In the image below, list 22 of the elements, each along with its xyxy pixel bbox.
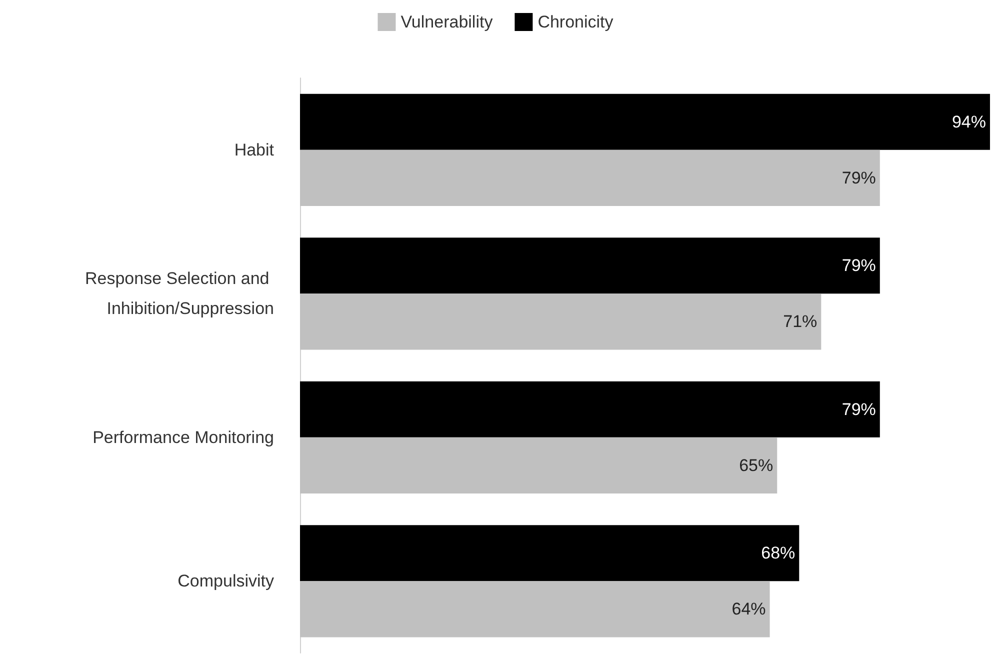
bar xyxy=(300,294,822,350)
bar xyxy=(300,94,990,150)
bar xyxy=(300,437,778,494)
y-tick-label: Response Selection and Inhibition/Suppression xyxy=(84,269,274,318)
data-label: 71% xyxy=(783,312,818,332)
y-tick-label: Habit xyxy=(234,140,274,160)
data-label: 79% xyxy=(842,168,876,188)
y-tick-label: Compulsivity xyxy=(178,572,274,591)
data-label: 79% xyxy=(842,400,876,419)
data-label: 79% xyxy=(842,256,876,276)
legend-label: Chronicity xyxy=(538,12,614,32)
legend-label: Vulnerability xyxy=(400,12,494,32)
bar xyxy=(300,150,880,206)
bar xyxy=(300,525,800,582)
bar xyxy=(300,238,880,294)
bar xyxy=(300,381,880,438)
bar xyxy=(300,581,770,638)
y-tick-label: Performance Monitoring xyxy=(92,428,274,447)
data-label: 68% xyxy=(761,544,796,563)
data-label: 64% xyxy=(732,600,766,619)
data-label: 65% xyxy=(739,456,774,475)
data-label: 94% xyxy=(952,112,986,132)
